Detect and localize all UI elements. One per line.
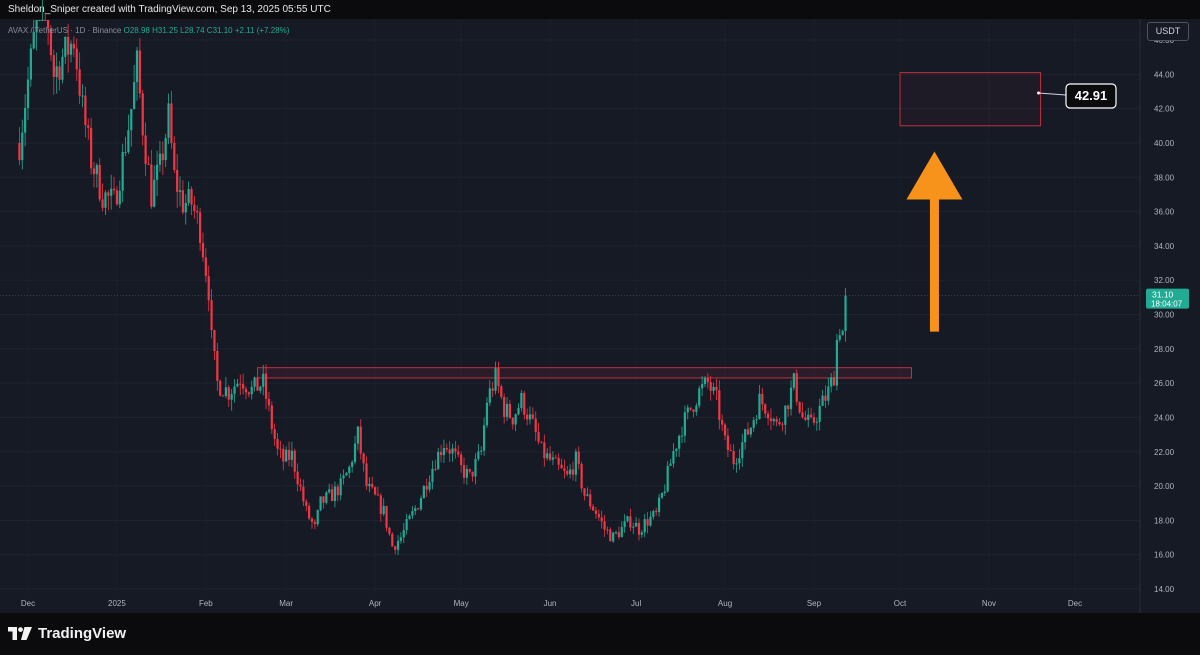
symbol-title: AVAX / TetherUS · 1D · Binance [8, 26, 122, 35]
brand-name: TradingView [38, 625, 127, 642]
footer-bar: TradingView [0, 613, 1200, 655]
tradingview-logo-icon [8, 627, 32, 640]
symbol-legend[interactable]: AVAX / TetherUS · 1D · Binance O28.98 H3… [8, 26, 289, 35]
currency-button[interactable]: USDT [1147, 22, 1189, 41]
ohlc-values: O28.98 H31.25 L28.74 C31.10 +2.11 (+7.28… [123, 26, 290, 35]
attribution-bar: Sheldon_Sniper created with TradingView.… [0, 0, 1200, 19]
creator-line: Sheldon_Sniper created with TradingView.… [8, 4, 331, 15]
brand-logo[interactable]: TradingView [8, 625, 126, 642]
chart-panel[interactable] [0, 19, 1200, 613]
